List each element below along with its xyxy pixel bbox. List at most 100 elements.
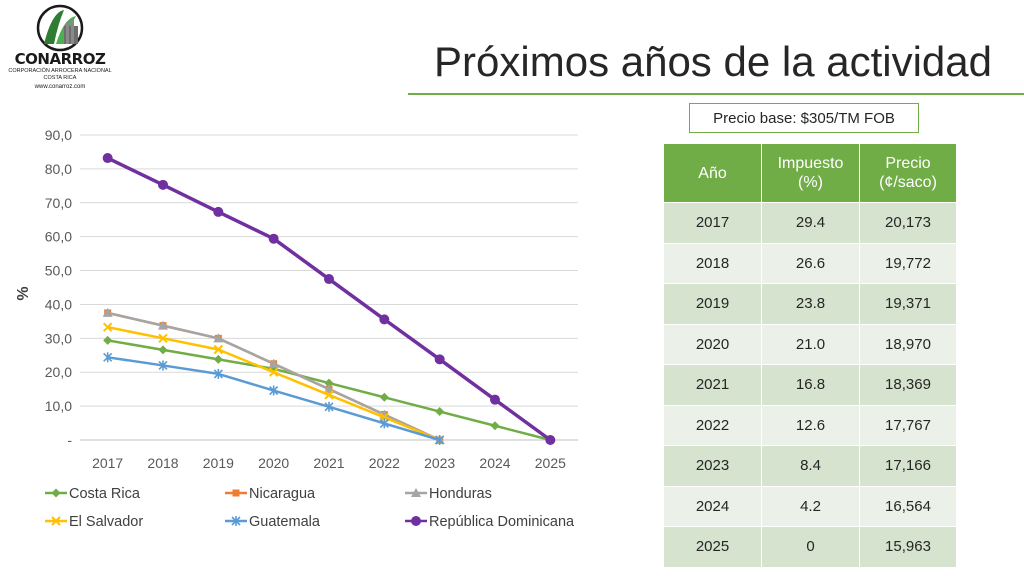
- col-header-year: Año: [663, 143, 762, 203]
- x-tick-label: 2023: [424, 455, 455, 471]
- table-row: 2020 21.0 18,970: [663, 323, 957, 365]
- data-point: [324, 274, 334, 285]
- y-axis-label: %: [15, 286, 32, 300]
- y-tick-label: 60,0: [45, 229, 72, 245]
- cell-tax: 16.8: [761, 364, 860, 406]
- y-tick-label: 50,0: [45, 263, 72, 279]
- legend-label: República Dominicana: [429, 514, 575, 530]
- data-point: [269, 385, 279, 396]
- cell-tax: 8.4: [761, 445, 860, 487]
- tariff-line-chart: - 10,0 20,0 30,0 40,0 50,0 60,0 70,0 80,0 90,0 201…: [15, 127, 578, 530]
- data-point: [158, 179, 168, 190]
- data-point: [324, 390, 334, 400]
- x-tick-label: 2018: [147, 455, 178, 471]
- y-tick-label: 70,0: [45, 195, 72, 211]
- y-tick-label: 20,0: [45, 364, 72, 380]
- table-row: 2018 26.6 19,772: [663, 242, 957, 284]
- legend-marker: [411, 488, 421, 497]
- legend-marker: [51, 516, 61, 526]
- series-line: [106, 156, 552, 442]
- conarroz-logo: CONARROZ CORPORACIÓN ARROCERA NACIONAL C…: [4, 4, 116, 92]
- cell-tax: 26.6: [761, 242, 860, 284]
- data-point: [103, 352, 113, 363]
- cell-year: 2019: [663, 283, 762, 325]
- x-tick-label: 2019: [203, 455, 234, 471]
- legend-label: El Salvador: [69, 514, 143, 530]
- x-tick-label: 2022: [369, 455, 400, 471]
- tariff-price-table: Año Impuesto (%) Precio (¢/saco) 2017 29.…: [663, 143, 957, 568]
- data-point: [158, 333, 168, 344]
- data-point: [213, 344, 224, 355]
- cell-year: 2018: [663, 242, 762, 284]
- cell-price: 17,767: [859, 404, 957, 446]
- cell-year: 2022: [663, 404, 762, 446]
- table-row: 2021 16.8 18,369: [663, 364, 957, 406]
- cell-tax: 23.8: [761, 283, 860, 325]
- legend-label: Costa Rica: [69, 486, 141, 502]
- table-row: 2024 4.2 16,564: [663, 485, 957, 527]
- logo-country: COSTA RICA: [43, 75, 77, 81]
- cell-price: 15,963: [859, 526, 957, 568]
- data-point: [213, 206, 224, 217]
- table-row: 2022 12.6 17,767: [663, 404, 957, 446]
- legend-label: Honduras: [429, 486, 492, 502]
- cell-year: 2024: [663, 485, 762, 527]
- col-header-price-label: Precio (¢/saco): [879, 155, 937, 191]
- data-point: [158, 320, 168, 330]
- x-tick-label: 2017: [92, 455, 123, 471]
- cell-tax: 29.4: [761, 202, 860, 244]
- data-point: [103, 335, 113, 345]
- data-point: [102, 307, 113, 317]
- table-row: 2017 29.4 20,173: [663, 202, 957, 244]
- data-point: [545, 435, 556, 445]
- legend-label: Guatemala: [249, 514, 321, 530]
- cell-price: 19,371: [859, 283, 957, 325]
- cell-tax: 21.0: [761, 323, 860, 365]
- cell-tax: 12.6: [761, 404, 860, 446]
- data-point: [490, 394, 500, 405]
- table-row: 2023 8.4 17,166: [663, 445, 957, 487]
- data-point: [379, 314, 390, 325]
- data-point: [379, 392, 389, 402]
- cell-year: 2020: [663, 323, 762, 365]
- data-point: [268, 367, 279, 377]
- page-title: Próximos años de la actividad: [434, 38, 992, 85]
- x-tick-label: 2020: [258, 455, 289, 471]
- col-header-tax-label: Impuesto (%): [777, 155, 844, 191]
- data-point: [158, 345, 168, 355]
- data-point: [379, 418, 389, 429]
- legend-label: Nicaragua: [249, 486, 316, 502]
- cell-year: 2023: [663, 445, 762, 487]
- series-line: [107, 325, 441, 442]
- data-point: [435, 435, 445, 445]
- y-tick-label: 80,0: [45, 161, 72, 177]
- col-header-price: Precio (¢/saco): [859, 143, 957, 203]
- legend-marker: [411, 516, 421, 526]
- cell-price: 17,166: [859, 445, 957, 487]
- data-point: [435, 407, 445, 417]
- legend-marker: [51, 488, 61, 498]
- data-point: [268, 358, 279, 368]
- cell-year: 2021: [663, 364, 762, 406]
- data-point: [213, 354, 223, 364]
- logo-emblem-icon: [36, 4, 84, 52]
- table-row: 2019 23.8 19,371: [663, 283, 957, 325]
- series-line: [107, 311, 441, 442]
- y-tick-label: 40,0: [45, 296, 72, 312]
- data-point: [324, 378, 334, 388]
- cell-price: 18,369: [859, 364, 957, 406]
- cell-tax: 0: [761, 526, 860, 568]
- cell-year: 2025: [663, 526, 762, 568]
- table-row: 2025 0 15,963: [663, 526, 957, 568]
- x-tick-label: 2025: [535, 455, 566, 471]
- legend-marker: [232, 489, 240, 497]
- data-point: [102, 322, 113, 332]
- data-point: [268, 233, 279, 244]
- logo-wordmark: CONARROZ: [14, 50, 106, 68]
- cell-year: 2017: [663, 202, 762, 244]
- y-tick-label: 30,0: [45, 330, 72, 346]
- data-point: [490, 421, 500, 431]
- data-point: [213, 333, 224, 343]
- title-underline: [408, 93, 1024, 95]
- y-tick-label: 10,0: [45, 398, 72, 414]
